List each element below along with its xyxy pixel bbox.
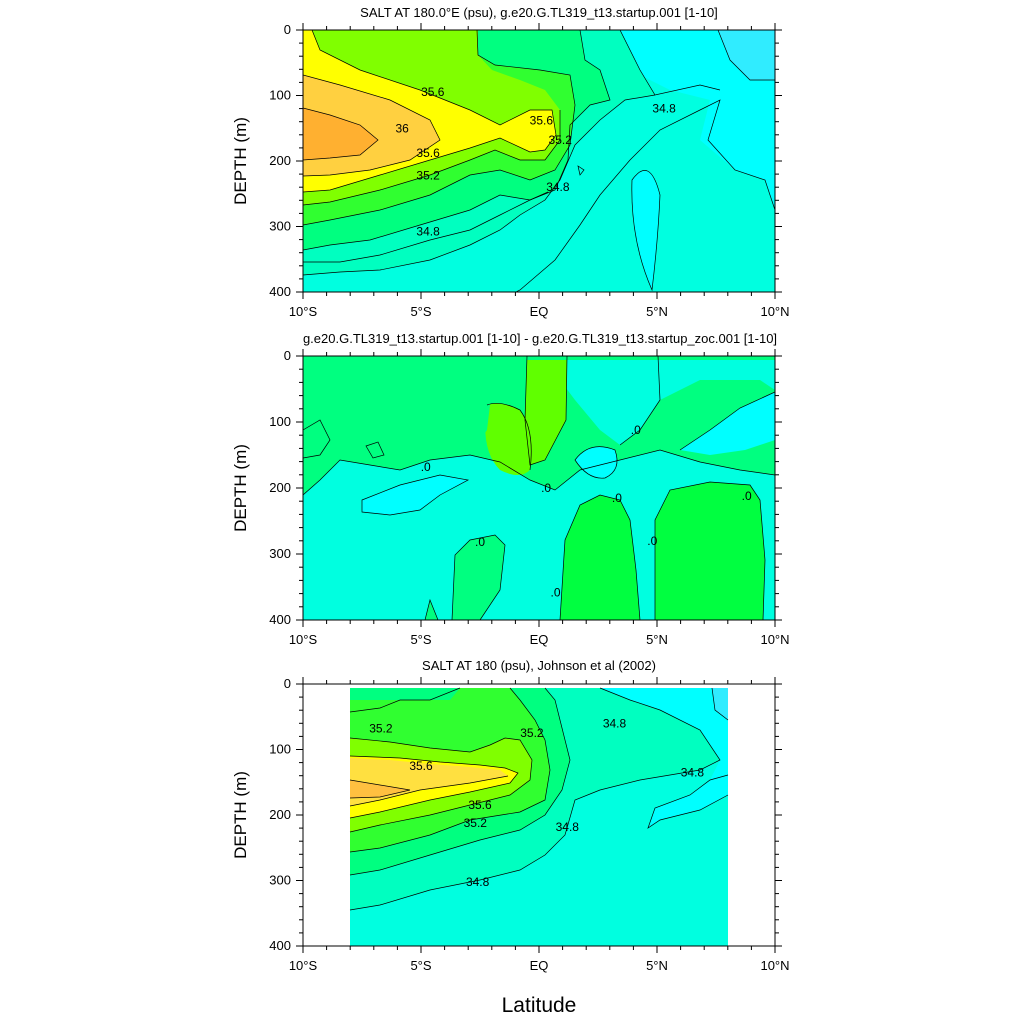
- contour-label: .0: [421, 460, 431, 474]
- x-tick-label: 5°N: [646, 304, 668, 319]
- panel-3-contour-fill: [350, 688, 728, 946]
- panel-2-axes: 10°S 5°S EQ 5°N 10°N 0 100 200 300 400: [269, 348, 789, 647]
- y-tick-label: 0: [284, 348, 291, 363]
- contour-label: 35.2: [416, 168, 440, 182]
- x-tick-label: 5°S: [410, 958, 431, 973]
- contour-label: 35.6: [530, 113, 554, 127]
- x-tick-label: 10°N: [760, 958, 789, 973]
- x-tick-label: 10°N: [760, 632, 789, 647]
- panel-2-ylabel: DEPTH (m): [231, 444, 250, 532]
- contour-label: .0: [612, 491, 622, 505]
- contour-label: 34.8: [603, 716, 627, 730]
- x-tick-label: 10°S: [289, 632, 318, 647]
- panel-1-ylabel: DEPTH (m): [231, 117, 250, 205]
- panel-3-axes: 10°S 5°S EQ 5°N 10°N 0 100 200 300 400: [269, 676, 789, 973]
- y-tick-label: 400: [269, 612, 291, 627]
- x-tick-label: 5°S: [410, 632, 431, 647]
- panel-3-observed-salinity: SALT AT 180 (psu), Johnson et al (2002) …: [231, 658, 790, 973]
- panel-3-contour-labels: 35.2 35.6 35.6 35.2 34.8 35.2 34.8 34.8 34.8: [369, 716, 704, 889]
- panel-1-contour-fill: [303, 30, 775, 292]
- panel-2-contour-lines: [303, 356, 775, 620]
- panel-1-contour-lines: [303, 30, 775, 292]
- contour-label: 34.8: [681, 765, 705, 779]
- x-tick-label: EQ: [530, 632, 549, 647]
- panel-1-contour-labels: 35.6 36 35.6 35.2 34.8 35.6 35.2 34.8 34.8: [395, 85, 676, 239]
- contour-label: 35.2: [549, 133, 573, 147]
- contour-label: 34.8: [466, 875, 490, 889]
- y-tick-label: 200: [269, 153, 291, 168]
- y-tick-label: 100: [269, 414, 291, 429]
- contour-label: 34.8: [556, 820, 580, 834]
- y-tick-label: 400: [269, 284, 291, 299]
- x-tick-label: EQ: [530, 958, 549, 973]
- y-tick-label: 0: [284, 22, 291, 37]
- y-tick-label: 300: [269, 219, 291, 234]
- panel-3-ylabel: DEPTH (m): [231, 771, 250, 859]
- y-tick-label: 200: [269, 807, 291, 822]
- y-tick-label: 200: [269, 480, 291, 495]
- x-axis-label: Latitude: [502, 994, 577, 1017]
- panel-1-title: SALT AT 180.0°E (psu), g.e20.G.TL319_t13…: [360, 5, 718, 20]
- x-tick-label: EQ: [530, 304, 549, 319]
- contour-label: .0: [475, 535, 485, 549]
- x-tick-label: 10°S: [289, 958, 318, 973]
- contour-label: 34.8: [416, 225, 440, 239]
- y-tick-label: 300: [269, 873, 291, 888]
- contour-label: .0: [551, 585, 561, 599]
- contour-label: .0: [631, 423, 641, 437]
- contour-label: 35.2: [464, 816, 488, 830]
- panel-2-contour-fill: [303, 356, 775, 620]
- y-tick-label: 100: [269, 88, 291, 103]
- panel-1-axes: 10°S 5°S EQ 5°N 10°N 0 100 200 300 400: [269, 22, 789, 319]
- x-tick-label: 10°S: [289, 304, 318, 319]
- panel-2-contour-labels: .0 .0 .0 .0 .0 .0 .0 .0: [421, 423, 752, 599]
- contour-label: 34.8: [652, 102, 676, 116]
- panel-3-contour-lines: [349, 687, 729, 911]
- contour-label: 36: [395, 121, 409, 135]
- contour-label: 35.2: [369, 722, 393, 736]
- panel-3-title: SALT AT 180 (psu), Johnson et al (2002): [422, 658, 656, 673]
- contour-label: .0: [541, 481, 551, 495]
- contour-label: 35.6: [409, 759, 433, 773]
- y-tick-label: 400: [269, 938, 291, 953]
- panel-1-model-salinity: SALT AT 180.0°E (psu), g.e20.G.TL319_t13…: [231, 5, 790, 319]
- contour-label: 34.8: [546, 180, 570, 194]
- contour-label: 35.2: [520, 726, 544, 740]
- contour-label: 35.6: [421, 85, 445, 99]
- y-tick-label: 0: [284, 676, 291, 691]
- x-tick-label: 5°N: [646, 958, 668, 973]
- contour-label: .0: [647, 534, 657, 548]
- contour-label: 35.6: [468, 798, 492, 812]
- panel-2-title: g.e20.G.TL319_t13.startup.001 [1-10] - g…: [303, 331, 777, 346]
- contour-label: .0: [742, 489, 752, 503]
- y-tick-label: 100: [269, 742, 291, 757]
- x-tick-label: 10°N: [760, 304, 789, 319]
- panel-2-difference: g.e20.G.TL319_t13.startup.001 [1-10] - g…: [231, 331, 790, 647]
- x-tick-label: 5°S: [410, 304, 431, 319]
- x-tick-label: 5°N: [646, 632, 668, 647]
- contour-label: 35.6: [416, 146, 440, 160]
- y-tick-label: 300: [269, 546, 291, 561]
